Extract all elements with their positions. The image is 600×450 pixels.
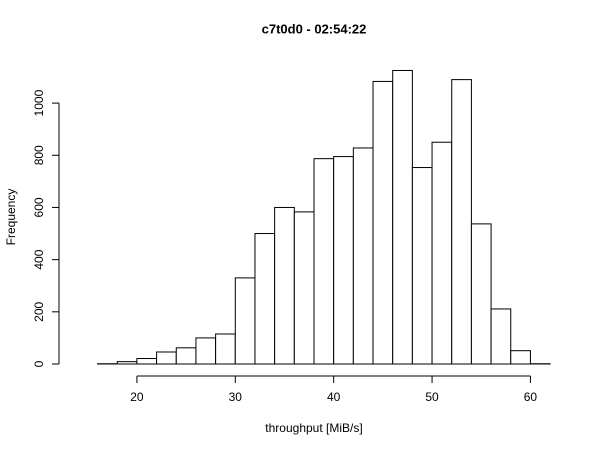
chart-title: c7t0d0 - 02:54:22 <box>262 21 367 36</box>
bar <box>195 337 217 365</box>
bar <box>274 206 295 365</box>
bar <box>175 347 197 365</box>
y-tick-label: 400 <box>32 249 46 269</box>
bar <box>234 277 256 365</box>
bar <box>352 147 374 365</box>
bar <box>313 158 335 365</box>
bar <box>333 156 354 365</box>
x-tick-label: 60 <box>524 390 538 404</box>
x-axis-label: throughput [MiB/s] <box>265 421 362 435</box>
x-tick-label: 30 <box>229 390 243 404</box>
bar <box>372 80 394 365</box>
y-tick-label: 0 <box>32 360 46 367</box>
bar <box>510 350 531 365</box>
bar <box>470 223 492 365</box>
bar <box>411 167 433 365</box>
y-tick-label: 1000 <box>32 89 46 116</box>
y-tick-label: 600 <box>32 197 46 217</box>
y-axis-label: Frequency <box>4 189 18 246</box>
bar <box>431 141 453 365</box>
x-tick-label: 40 <box>327 390 341 404</box>
y-tick-label: 200 <box>32 301 46 321</box>
bar <box>293 211 315 365</box>
bar <box>490 308 512 365</box>
y-tick-label: 800 <box>32 145 46 165</box>
bar <box>116 361 138 365</box>
bar <box>136 358 158 365</box>
x-tick-label: 20 <box>130 390 144 404</box>
x-tick-label: 50 <box>425 390 439 404</box>
bar <box>254 233 276 365</box>
bar <box>392 69 413 365</box>
bar <box>156 351 177 365</box>
bar <box>215 333 236 365</box>
bar <box>451 79 472 365</box>
